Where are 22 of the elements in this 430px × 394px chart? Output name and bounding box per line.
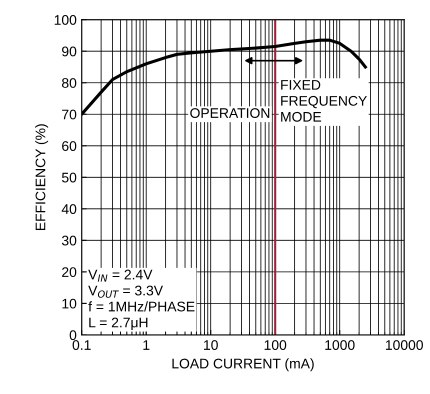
x-tick-label: 1 <box>143 340 150 350</box>
y-tick-label: 10 <box>62 298 76 309</box>
annotation: FIXED FREQUENCY MODE <box>281 80 367 122</box>
y-tick-label: 90 <box>62 46 76 56</box>
y-tick-label: 30 <box>62 236 76 246</box>
x-tick-label: 1000 <box>325 340 355 350</box>
y-tick-label: 80 <box>62 78 76 88</box>
y-tick-label: 100 <box>54 15 76 25</box>
x-tick-label: 100 <box>264 340 286 350</box>
annotation: V$_{IN}$ = 2.4V V$_{OUT}$ = 3.3V f = 1MHz/PHASE L = 2.7μH <box>88 270 194 330</box>
y-tick-label: 70 <box>62 110 76 120</box>
x-tick-label: 0.1 <box>72 340 91 350</box>
y-tick-label: 20 <box>62 267 76 278</box>
y-tick-label: 40 <box>62 204 76 214</box>
y-tick-label: 60 <box>62 141 76 151</box>
x-tick-label: 10 <box>204 340 218 350</box>
y-axis-title: EFFICIENCY (%) <box>35 124 48 230</box>
x-axis-title: LOAD CURRENT (mA) <box>172 358 314 372</box>
x-tick-label: 10000 <box>386 340 423 350</box>
annotation: OPERATION <box>190 108 270 118</box>
y-tick-label: 0 <box>70 330 76 340</box>
y-tick-label: 50 <box>62 172 76 182</box>
